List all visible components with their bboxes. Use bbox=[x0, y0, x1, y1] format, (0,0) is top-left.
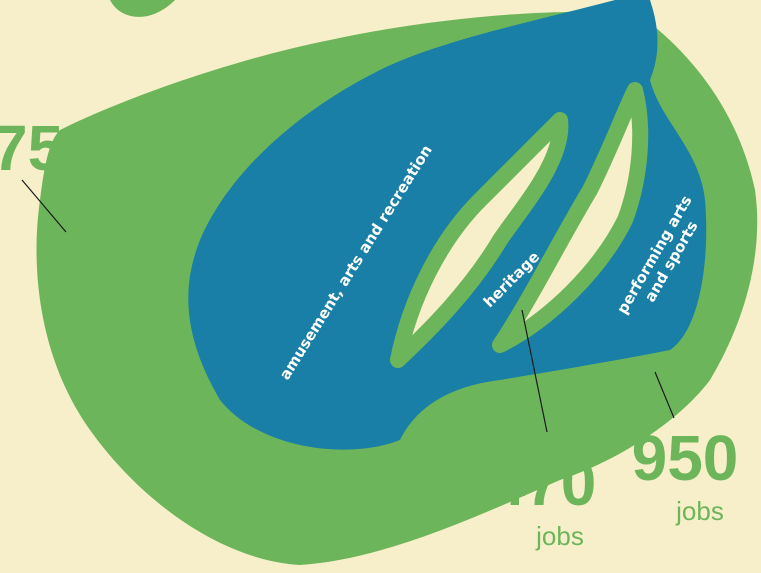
callout-unit: jobs bbox=[675, 496, 724, 526]
sliver bbox=[390, 112, 569, 368]
top-blob bbox=[110, 0, 175, 17]
callout-unit: jobs bbox=[535, 521, 584, 551]
sliver bbox=[492, 82, 649, 353]
leader-line bbox=[21, 179, 67, 233]
callout-value: 470 bbox=[490, 447, 597, 519]
leader-line bbox=[521, 309, 548, 433]
blue-region bbox=[188, 0, 707, 450]
callout-value: 75 bbox=[0, 112, 63, 184]
callout-value: 950 bbox=[632, 422, 739, 494]
leader-line bbox=[654, 371, 675, 419]
